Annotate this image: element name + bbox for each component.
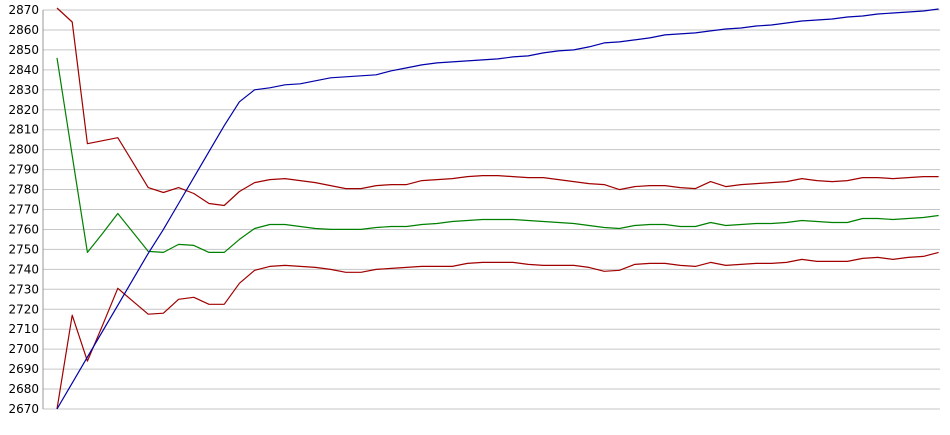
y-axis-tick-label: 2870 (8, 3, 39, 17)
y-axis-tick-label: 2680 (8, 382, 39, 396)
y-axis-tick-label: 2790 (8, 163, 39, 177)
y-axis-tick-label: 2730 (8, 282, 39, 296)
y-axis-tick-label: 2850 (8, 43, 39, 57)
y-axis-tick-label: 2840 (8, 63, 39, 77)
y-axis-tick-label: 2780 (8, 183, 39, 197)
y-axis-tick-label: 2770 (8, 203, 39, 217)
y-axis-tick-label: 2690 (8, 362, 39, 376)
green-line-series (56, 57, 939, 253)
y-axis-tick-label: 2800 (8, 143, 39, 157)
y-axis-tick-label: 2750 (8, 242, 39, 256)
y-axis-tick-label: 2830 (8, 83, 39, 97)
y-axis-tick-label: 2710 (8, 322, 39, 336)
y-axis-tick-label: 2720 (8, 302, 39, 316)
y-axis-tick-label: 2860 (8, 23, 39, 37)
y-axis-tick-label: 2820 (8, 103, 39, 117)
lower-red-line-series (56, 251, 939, 410)
blue-line-series (56, 8, 939, 410)
upper-red-line-series (56, 7, 939, 207)
y-axis-tick-label: 2740 (8, 262, 39, 276)
y-axis-tick-label: 2810 (8, 123, 39, 137)
y-axis-tick-label: 2670 (8, 402, 39, 416)
y-axis-tick-label: 2700 (8, 342, 39, 356)
y-axis-tick-label: 2760 (8, 222, 39, 236)
